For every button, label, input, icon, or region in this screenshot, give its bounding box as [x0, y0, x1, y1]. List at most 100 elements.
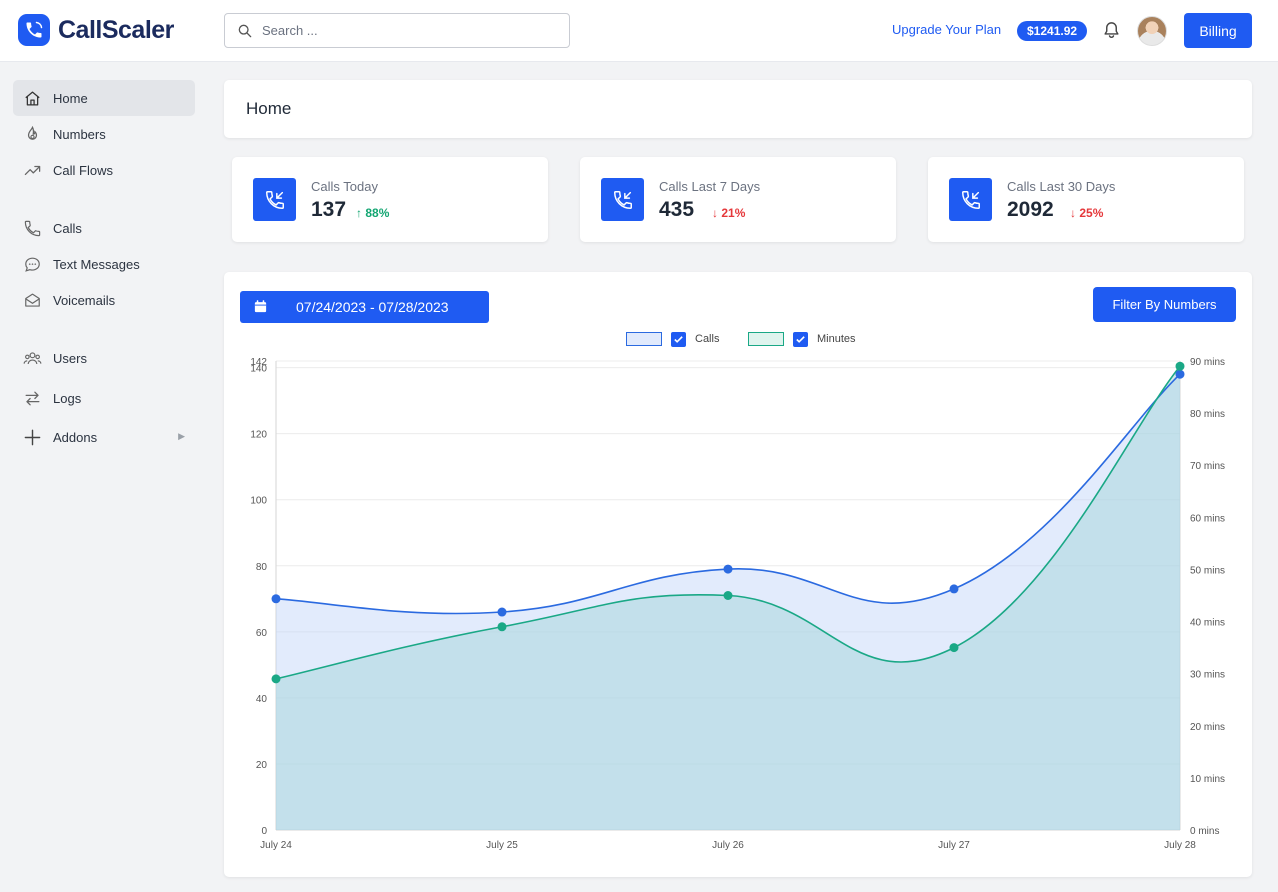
- search-box[interactable]: [224, 13, 570, 48]
- search-icon: [238, 24, 252, 37]
- sidebar-item-label: Numbers: [53, 126, 106, 142]
- y-right-tick-label: 70 mins: [1190, 461, 1225, 472]
- y-left-tick-label: 60: [256, 628, 268, 639]
- bell-icon[interactable]: [1102, 20, 1121, 40]
- x-tick-label: July 24: [260, 840, 292, 851]
- data-point-minutes: [1175, 361, 1185, 371]
- y-left-tick-label: 100: [250, 496, 267, 507]
- chart-panel: 07/24/2023 - 07/28/2023 Filter By Number…: [224, 272, 1252, 877]
- y-left-tick-label: 20: [256, 760, 268, 771]
- sidebar-item-label: Text Messages: [53, 256, 140, 272]
- data-point-calls: [271, 594, 281, 604]
- page-title: Home: [246, 99, 292, 118]
- stat-change: ↓ 25%: [1070, 206, 1104, 220]
- data-point-calls: [1175, 369, 1185, 379]
- stat-card-7-days: Calls Last 7 Days 435 ↓ 21%: [580, 157, 896, 242]
- calendar-icon: [254, 300, 267, 313]
- y-right-tick-label: 20 mins: [1190, 722, 1225, 733]
- sidebar-item-addons[interactable]: Addons ▶: [13, 419, 195, 455]
- stat-value: 137: [311, 198, 347, 221]
- y-right-tick-label: 90 mins: [1190, 357, 1225, 368]
- incoming-call-icon: [949, 178, 992, 221]
- data-point-minutes: [497, 622, 507, 632]
- legend-label: Calls: [695, 333, 720, 345]
- x-tick-label: July 27: [938, 840, 970, 851]
- y-right-tick-label: 60 mins: [1190, 513, 1225, 524]
- legend-item-minutes[interactable]: Minutes: [748, 331, 856, 347]
- series-line-minutes: [275, 365, 1181, 680]
- incoming-call-icon: [253, 178, 296, 221]
- y-right-tick-label: 0 mins: [1190, 826, 1219, 837]
- sidebar-item-text-messages[interactable]: Text Messages: [13, 246, 195, 282]
- expand-arrow-icon[interactable]: ▶: [178, 431, 185, 441]
- sidebar-item-label: Addons: [53, 429, 98, 445]
- y-left-tick-label: 140: [250, 364, 267, 375]
- date-range-text: 07/24/2023 - 07/28/2023: [296, 299, 449, 315]
- y-left-tick-label: 80: [256, 562, 268, 573]
- avatar[interactable]: [1137, 16, 1167, 46]
- stat-card-30-days: Calls Last 30 Days 2092 ↓ 25%: [928, 157, 1244, 242]
- sidebar-item-voicemails[interactable]: Voicemails: [13, 282, 195, 318]
- y-right-tick-label: 50 mins: [1190, 565, 1225, 576]
- y-right-tick-label: 10 mins: [1190, 774, 1225, 785]
- stat-label: Calls Last 7 Days: [659, 179, 761, 194]
- x-tick-label: July 26: [712, 840, 744, 851]
- y-left-tick-label: 0: [261, 826, 267, 837]
- legend-label: Minutes: [817, 333, 856, 345]
- swap-icon: [25, 391, 40, 405]
- stat-value: 435: [659, 198, 695, 221]
- sidebar-item-label: Home: [53, 90, 88, 106]
- sidebar: Home Numbers Call Flows Calls Text Messa…: [0, 63, 208, 892]
- checkbox-checked-icon[interactable]: [671, 331, 686, 347]
- y-right-tick-label: 80 mins: [1190, 409, 1225, 420]
- legend-item-calls[interactable]: Calls: [626, 331, 719, 347]
- chat-icon: [25, 257, 40, 272]
- stat-card-today: Calls Today 137 ↑ 88%: [232, 157, 548, 242]
- stat-label: Calls Last 30 Days: [1007, 179, 1116, 194]
- sidebar-item-label: Logs: [53, 390, 82, 406]
- stat-value: 2092: [1007, 198, 1054, 221]
- upgrade-plan-link[interactable]: Upgrade Your Plan: [892, 22, 1002, 37]
- plus-icon: [24, 429, 41, 445]
- y-right-tick-label: 30 mins: [1190, 670, 1225, 681]
- search-input[interactable]: [262, 23, 552, 38]
- sidebar-item-call-flows[interactable]: Call Flows: [13, 152, 195, 188]
- page-title-panel: Home: [224, 80, 1252, 138]
- mail-icon: [25, 293, 40, 307]
- y-right-tick-label: 40 mins: [1190, 618, 1225, 629]
- stat-label: Calls Today: [311, 179, 378, 194]
- billing-button[interactable]: Billing: [1184, 13, 1252, 48]
- logo-phone-icon: [18, 14, 50, 46]
- sidebar-item-logs[interactable]: Logs: [13, 380, 195, 416]
- logo[interactable]: CallScaler: [18, 14, 174, 46]
- balance-badge: $1241.92: [1017, 21, 1088, 41]
- incoming-call-icon: [601, 178, 644, 221]
- sidebar-item-users[interactable]: Users: [13, 340, 195, 376]
- home-icon: [25, 91, 40, 105]
- date-range-picker[interactable]: 07/24/2023 - 07/28/2023: [240, 291, 489, 323]
- x-tick-label: July 25: [486, 840, 518, 851]
- numbers-icon: [27, 125, 38, 140]
- sidebar-item-calls[interactable]: Calls: [13, 210, 195, 246]
- y-left-tick-label: 142: [250, 357, 267, 368]
- data-point-minutes: [271, 674, 281, 684]
- calls-swatch: [626, 332, 662, 346]
- sidebar-item-home[interactable]: Home: [13, 80, 195, 116]
- minutes-swatch: [748, 332, 784, 346]
- sidebar-item-label: Users: [53, 350, 87, 366]
- y-left-tick-label: 40: [256, 694, 268, 705]
- y-left-tick-label: 120: [250, 430, 267, 441]
- stat-change: ↓ 21%: [712, 206, 746, 220]
- stat-change: ↑ 88%: [356, 206, 390, 220]
- data-point-calls: [497, 607, 507, 617]
- trend-icon: [24, 165, 41, 175]
- filter-by-numbers-button[interactable]: Filter By Numbers: [1093, 287, 1236, 322]
- sidebar-item-numbers[interactable]: Numbers: [13, 116, 195, 152]
- data-point-minutes: [949, 643, 959, 653]
- checkbox-checked-icon[interactable]: [793, 331, 808, 347]
- sidebar-item-label: Voicemails: [53, 292, 116, 308]
- logo-text: CallScaler: [58, 15, 174, 44]
- sidebar-item-label: Calls: [53, 220, 82, 236]
- series-line-calls: [275, 373, 1181, 615]
